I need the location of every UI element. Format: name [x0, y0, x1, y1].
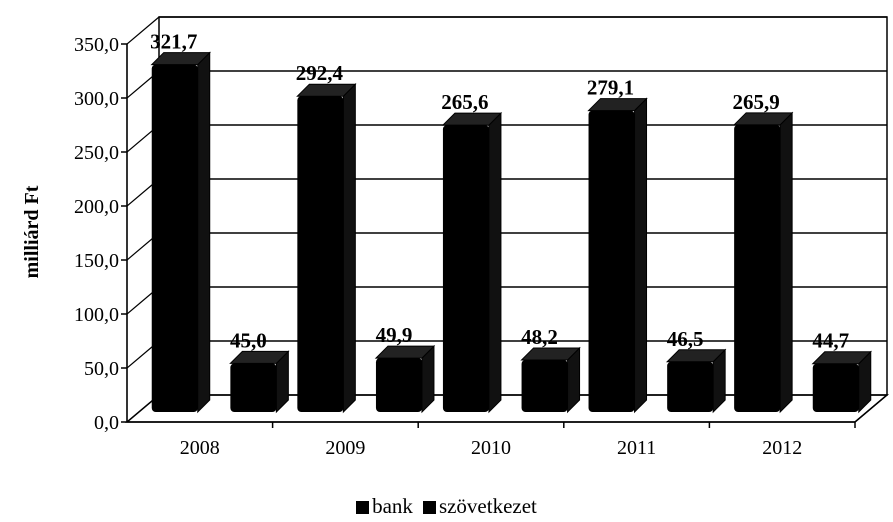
data-label: 321,7 — [150, 30, 197, 54]
bar-front — [442, 125, 489, 412]
x-tick-label: 2010 — [471, 437, 511, 459]
bar-front — [734, 124, 781, 412]
x-tick-label: 2011 — [617, 437, 656, 459]
y-tick-label: 300,0 — [74, 88, 119, 110]
y-tick-label: 50,0 — [84, 358, 119, 380]
bar-chart: 0,0 50,0 100,0 150,0 200,0 250,0 300,0 350,0 200… — [21, 16, 890, 459]
bar-front — [521, 359, 568, 412]
y-tick-label: 200,0 — [74, 196, 119, 218]
floor-edge — [854, 394, 888, 423]
bar-front — [667, 361, 714, 412]
data-label: 44,7 — [812, 329, 849, 353]
bar-szövetkezet-2008 — [229, 350, 290, 414]
bars-layer — [150, 51, 872, 414]
y-tick-label: 150,0 — [74, 250, 119, 272]
data-label: 265,6 — [441, 90, 488, 114]
axes — [121, 43, 888, 428]
bar-front — [812, 363, 859, 412]
x-tick-label: 2008 — [180, 437, 220, 459]
bar-side — [634, 97, 648, 414]
legend-swatch — [356, 501, 370, 514]
y-tick-label: 350,0 — [74, 34, 119, 56]
y-axis-label: milliárd Ft — [21, 185, 43, 278]
bar-front — [230, 363, 277, 412]
legend-swatch — [422, 501, 436, 514]
data-label: 292,4 — [296, 61, 344, 85]
bar-szövetkezet-2009 — [374, 344, 436, 414]
bar-bank-2010 — [441, 111, 503, 414]
legend-item-szövetkezet: szövetkezet — [422, 494, 537, 519]
x-tick-label: 2009 — [325, 437, 365, 459]
data-label: 46,5 — [667, 327, 704, 351]
bar-side — [779, 111, 793, 414]
bar-side — [342, 83, 356, 414]
y-tick-label: 0,0 — [94, 412, 119, 434]
data-label: 45,0 — [230, 328, 267, 352]
bar-front — [588, 110, 635, 413]
bar-bank-2012 — [732, 111, 794, 414]
legend-label: szövetkezet — [438, 494, 537, 518]
data-label: 48,2 — [521, 325, 558, 349]
data-label: 279,1 — [587, 76, 634, 100]
y-tick-label: 250,0 — [74, 142, 119, 164]
data-label: 265,9 — [733, 90, 780, 114]
bar-szövetkezet-2012 — [811, 350, 872, 414]
gridlines — [126, 16, 887, 369]
bar-bank-2008 — [150, 51, 211, 414]
bar-side — [488, 111, 502, 414]
legend: bank szövetkezet — [0, 494, 893, 519]
bar-szövetkezet-2010 — [520, 346, 581, 414]
legend-item-bank: bank — [356, 494, 413, 519]
bar-front — [375, 358, 422, 412]
bar-bank-2011 — [587, 97, 648, 414]
x-tick-label: 2012 — [762, 437, 802, 459]
bar-side — [197, 51, 211, 414]
bar-front — [297, 96, 344, 412]
bar-szövetkezet-2011 — [665, 348, 727, 414]
data-label: 49,9 — [376, 323, 413, 347]
bar-front — [151, 64, 198, 413]
legend-label: bank — [372, 494, 413, 518]
labels-layer: 0,0 50,0 100,0 150,0 200,0 250,0 300,0 350,0 200… — [74, 30, 849, 459]
gridline-side — [126, 16, 160, 45]
bar-bank-2009 — [296, 83, 357, 414]
y-tick-label: 100,0 — [74, 304, 119, 326]
